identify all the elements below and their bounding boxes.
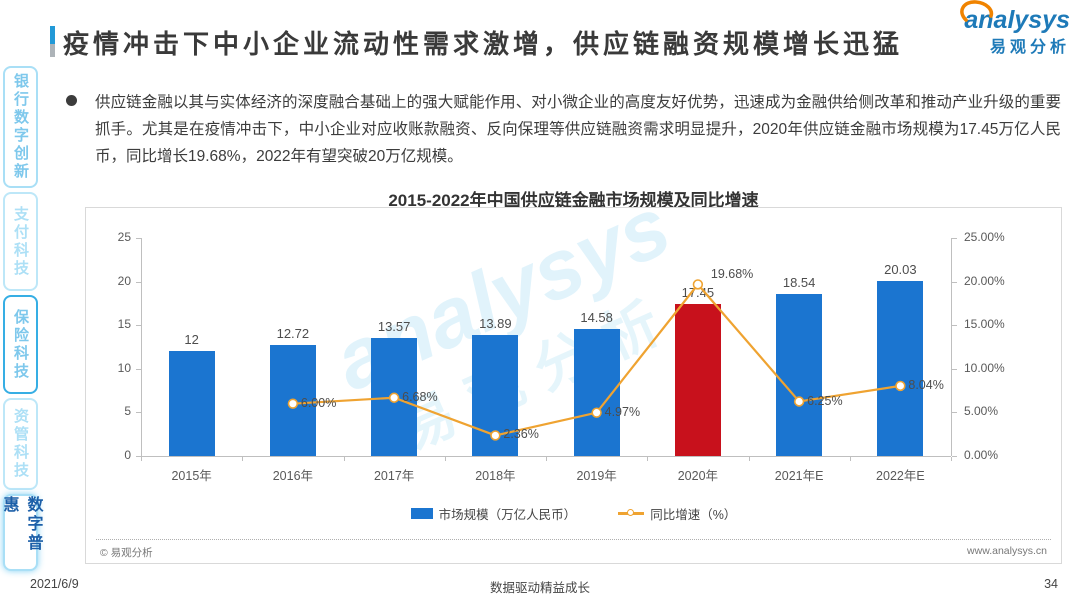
x-axis-tick [951,457,952,461]
y-axis-left [141,238,142,456]
x-axis-baseline [141,456,951,457]
bar-value-label: 17.45 [681,284,715,300]
x-axis-tick [242,457,244,461]
y-axis-left-label: 20 [117,273,131,288]
y-axis-right-label: 5.00% [964,404,999,419]
chart-website-link[interactable]: www.analysys.cn [967,545,1047,557]
x-axis-category-label: 2018年 [475,469,516,483]
bar-2020年 [674,303,721,456]
sidebar-item-banking-digital-innovation[interactable]: 银行数字创新 [3,66,38,188]
bar-2021年E [776,294,823,456]
y-axis-right [951,238,952,456]
x-axis-category-label: 2022年E [876,469,925,483]
footer-page-number: 34 [1044,577,1058,591]
sidebar-item-digital-inclusion[interactable]: 数字普惠 [1,494,42,571]
sidebar-item-payment-tech[interactable]: 支付科技 [3,192,38,291]
bar-value-label: 14.58 [580,309,613,325]
bar-2015年 [168,351,215,456]
bar-value-label: 20.03 [884,262,917,278]
x-axis-tick [141,457,142,461]
bullet-icon [66,95,77,106]
logo-text-cn: 易观分析 [989,39,1070,56]
y-axis-left-label: 15 [117,317,131,332]
bar-2019年 [573,328,620,456]
y-axis-right-label: 0.00% [964,448,999,462]
y-axis-left-label: 0 [124,448,131,462]
x-axis-tick [444,457,446,461]
summary-paragraph: 供应链金融以其与实体经济的深度融合基础上的强大赋能作用、对小微企业的高度友好优势… [95,94,1061,165]
x-axis-tick [343,457,345,461]
legend-bar-swatch-icon [410,508,433,519]
bar-2022年E [877,281,924,456]
legend-label-growth-rate: 同比增速（%） [650,508,737,522]
bar-value-label: 13.89 [479,315,512,331]
y-axis-left-tick [136,412,141,414]
line-value-label: 2.36% [503,427,539,442]
line-value-label: 6.25% [807,393,843,408]
y-axis-left-tick [136,325,141,327]
footer-slogan: 数据驱动精益成长 [489,581,590,595]
x-axis-category-label: 2015年 [171,469,212,483]
y-axis-right-tick [952,238,957,239]
y-axis-right-label: 15.00% [964,317,1005,332]
y-axis-left-tick [136,281,141,283]
chart-plot-area: 0 5 10 15 20 25 0.00% 5.00% 10.00% 15.00% 20.00% 25… [86,208,1061,563]
chart-title: 2015-2022年中国供应链金融市场规模及同比增速 [388,191,759,210]
y-axis-right-tick [952,368,957,370]
y-axis-right-tick [952,456,957,457]
x-axis-tick [546,457,547,461]
chart-footer-divider [96,539,1051,540]
x-axis-category-label: 2020年 [677,469,719,483]
y-axis-right-tick [952,281,957,283]
line-value-label: 19.68% [710,267,754,282]
chart-legend: 市场规模（万亿人民币） 同比增速（%） [86,504,1061,523]
bar-value-label: 12 [184,332,199,348]
y-axis-left-label: 25 [117,230,131,244]
line-value-label: 6.00% [300,395,337,410]
y-axis-right-tick [952,412,957,414]
bar-value-label: 13.57 [377,318,411,334]
bar-value-label: 12.72 [276,326,310,342]
y-axis-left-tick [136,238,141,239]
footer-date: 2021/6/9 [30,577,79,591]
logo-swoosh-icon [958,0,1000,28]
legend-item-growth-rate: 同比增速（%） [618,504,736,523]
y-axis-right-label: 10.00% [964,360,1005,375]
bar-value-label: 18.54 [782,275,816,291]
analysys-logo: analysys 易观分析 [938,0,1070,57]
y-axis-right-tick [952,325,957,327]
chart-source-note: © 易观分析 [100,547,153,559]
x-axis-tick [748,457,750,461]
title-accent-bar [50,26,55,57]
legend-line-marker-icon [618,509,645,517]
y-axis-left-label: 10 [117,360,131,375]
y-axis-left-tick [136,456,141,457]
line-value-label: 6.68% [402,389,438,404]
chart-container: analysys 易观分析 0 5 10 15 20 25 0.00% 5.00% 10.00%… [85,178,1062,564]
x-axis-category-label: 2016年 [272,469,314,483]
logo-text-en: analysys [964,6,1070,34]
y-axis-right-label: 25.00% [964,230,1005,244]
line-value-label: 4.97% [604,404,641,419]
x-axis-category-label: 2017年 [373,469,415,483]
sidebar-item-asset-mgmt-tech[interactable]: 资管科技 [3,398,38,490]
legend-label-market-size: 市场规模（万亿人民币） [438,508,577,522]
y-axis-left-tick [136,368,141,370]
sidebar-item-insurance-tech[interactable]: 保险科技 [3,295,38,394]
x-axis-category-label: 2021年E [774,469,824,483]
x-axis-tick [849,457,851,461]
page-title: 疫情冲击下中小企业流动性需求激增，供应链融资规模增长迅猛 [63,29,904,59]
x-axis-tick [647,457,649,461]
legend-item-market-size: 市场规模（万亿人民币） [410,504,577,523]
y-axis-left-label: 5 [124,404,131,419]
line-value-label: 8.04% [908,377,944,392]
y-axis-right-label: 20.00% [964,273,1005,288]
x-axis-category-label: 2019年 [576,469,617,483]
